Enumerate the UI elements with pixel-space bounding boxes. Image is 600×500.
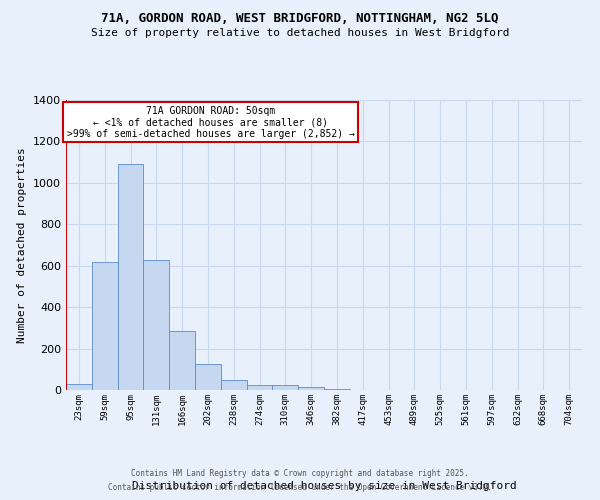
Text: Contains HM Land Registry data © Crown copyright and database right 2025.: Contains HM Land Registry data © Crown c… xyxy=(131,468,469,477)
Y-axis label: Number of detached properties: Number of detached properties xyxy=(17,147,28,343)
Bar xyxy=(272,386,298,390)
Text: Size of property relative to detached houses in West Bridgford: Size of property relative to detached ho… xyxy=(91,28,509,38)
Bar xyxy=(298,387,324,390)
Text: Contains public sector information licensed under the Open Government Licence v3: Contains public sector information licen… xyxy=(108,484,492,492)
Bar xyxy=(143,260,169,390)
Text: 71A, GORDON ROAD, WEST BRIDGFORD, NOTTINGHAM, NG2 5LQ: 71A, GORDON ROAD, WEST BRIDGFORD, NOTTIN… xyxy=(101,12,499,26)
Bar xyxy=(169,331,195,390)
Bar xyxy=(221,380,247,390)
Bar xyxy=(195,364,221,390)
Bar xyxy=(92,262,118,390)
Bar xyxy=(247,386,272,390)
X-axis label: Distribution of detached houses by size in West Bridgford: Distribution of detached houses by size … xyxy=(131,480,517,490)
Bar xyxy=(66,384,92,390)
Bar xyxy=(118,164,143,390)
Text: 71A GORDON ROAD: 50sqm
← <1% of detached houses are smaller (8)
>99% of semi-det: 71A GORDON ROAD: 50sqm ← <1% of detached… xyxy=(67,106,355,139)
